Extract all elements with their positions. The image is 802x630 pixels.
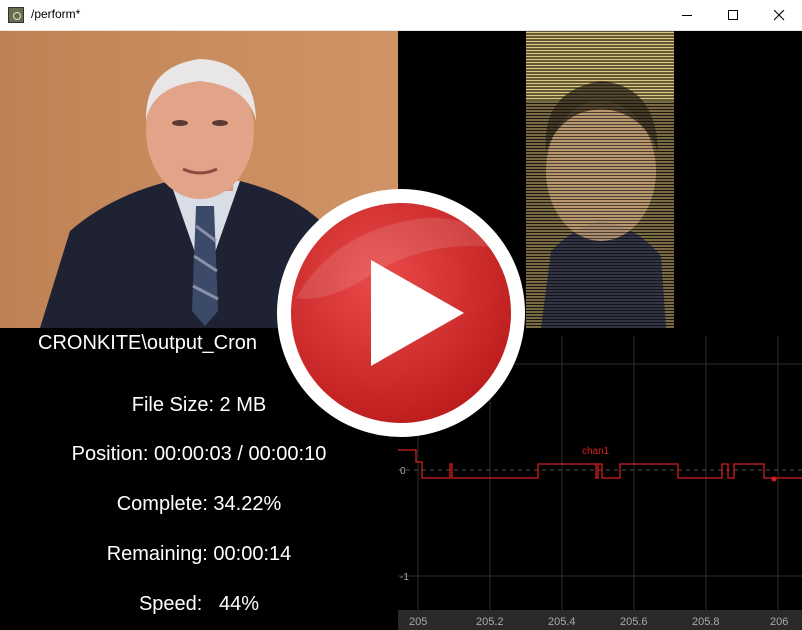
x-tick-206: 206	[770, 616, 788, 628]
channel-label: chan1	[582, 446, 610, 457]
window-title: /perform*	[31, 7, 81, 21]
ascii-render-frame	[398, 31, 802, 328]
maximize-icon	[728, 10, 738, 20]
speed-text: Speed: 44%	[138, 593, 260, 615]
window-title-bar[interactable]: /perform*	[0, 0, 802, 31]
graph-canvas: 0 -1 chan1 205 205.2 205.4 205.6 205.8 2…	[398, 336, 802, 630]
app-icon	[8, 7, 24, 23]
position-text: Position: 00:00:03 / 00:00:10	[71, 443, 327, 465]
y-tick-0: 0	[400, 466, 406, 477]
ascii-image	[526, 31, 674, 328]
x-tick-205-8: 205.8	[692, 616, 720, 628]
minimize-icon	[682, 15, 692, 16]
x-tick-205-6: 205.6	[620, 616, 648, 628]
output-filename: CRONKITE\output_Cron	[38, 332, 257, 354]
play-button-icon	[277, 189, 525, 437]
close-icon	[774, 10, 785, 21]
remaining-text: Remaining: 00:00:14	[106, 543, 292, 565]
y-tick-1: -1	[400, 572, 409, 583]
close-button[interactable]	[756, 0, 802, 30]
minimize-button[interactable]	[664, 0, 710, 30]
complete-text: Complete: 34.22%	[116, 493, 282, 515]
maximize-button[interactable]	[710, 0, 756, 30]
file-size-text: File Size: 2 MB	[131, 394, 267, 416]
x-tick-205-4: 205.4	[548, 616, 576, 628]
x-tick-205-2: 205.2	[476, 616, 504, 628]
play-button[interactable]	[276, 188, 526, 438]
main-content: CRONKITE\output_Cron File Size: 2 MB Pos…	[0, 31, 802, 630]
x-tick-205: 205	[409, 616, 427, 628]
render-info-panel: CRONKITE\output_Cron File Size: 2 MB Pos…	[0, 328, 398, 630]
